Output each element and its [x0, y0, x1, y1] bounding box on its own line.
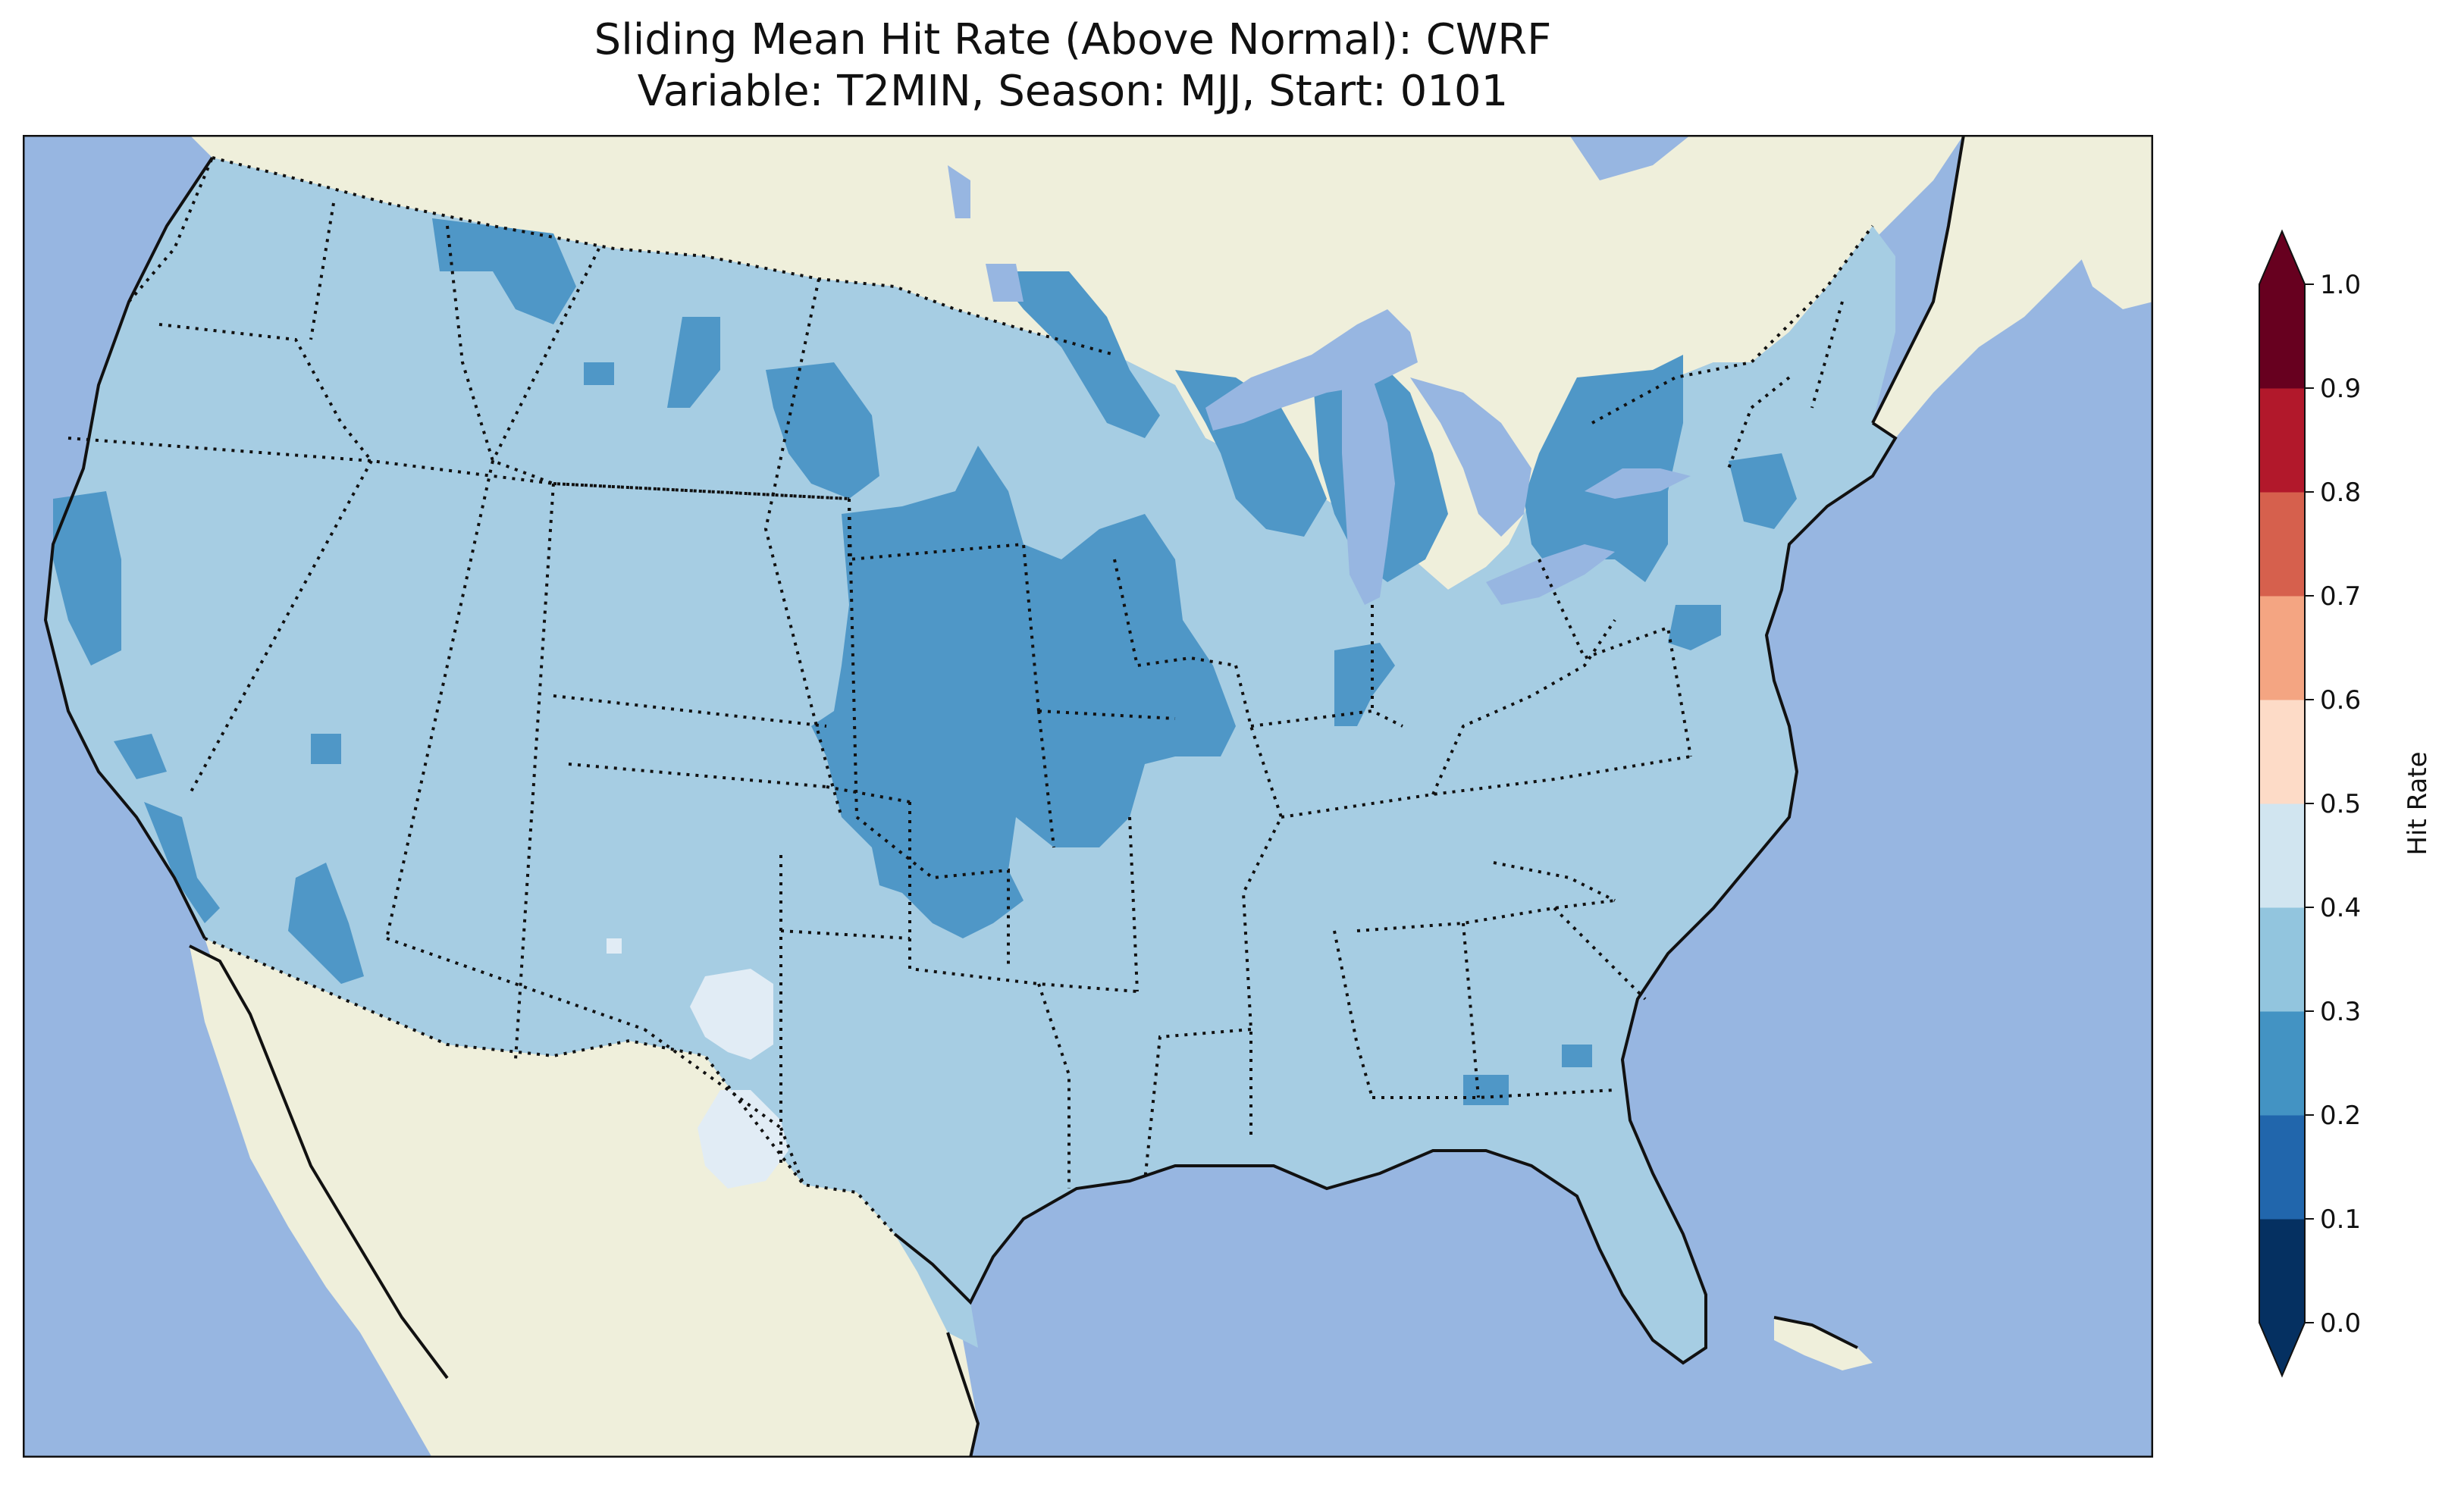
baja-land	[190, 946, 447, 1424]
colorbar-tick-label: 0.2	[2320, 1101, 2361, 1131]
colorbar-segment	[2259, 907, 2305, 1012]
hit-rate-0.4-0.5-regions	[607, 938, 788, 1189]
colorbar: 0.0 0.1 0.2 0.3 0.4 0.5 0.6 0.7 0.8 0.9 1.0 Hit Rat…	[2259, 229, 2433, 1378]
colorbar-segment	[2259, 596, 2305, 700]
state-borders	[67, 157, 1844, 1189]
colorbar-segment	[2259, 492, 2305, 597]
colorbar-segment	[2259, 284, 2305, 389]
map-panel	[23, 135, 2153, 1458]
colorbar-segment	[2259, 803, 2305, 908]
colorbar-segment	[2259, 1115, 2305, 1220]
colorbar-over-extension	[2259, 231, 2305, 284]
colorbar-tick-label: 0.5	[2320, 789, 2361, 819]
colorbar-segment	[2259, 388, 2305, 493]
colorbar-tick-label: 0.6	[2320, 685, 2361, 716]
colorbar-segment	[2259, 1011, 2305, 1116]
colorbar-tick-label: 0.4	[2320, 893, 2361, 923]
colorbar-tick-label: 0.9	[2320, 374, 2361, 404]
colorbar-tick-label: 0.0	[2320, 1308, 2361, 1339]
colorbar-segment	[2259, 1219, 2305, 1323]
colorbar-tick-label: 0.8	[2320, 478, 2361, 508]
colorbar-segment	[2259, 700, 2305, 804]
coastlines	[43, 135, 1965, 1458]
chart-title-line2: Variable: T2MIN, Season: MJJ, Start: 010…	[637, 67, 1509, 116]
chart-title-line1: Sliding Mean Hit Rate (Above Normal): CW…	[594, 15, 1552, 64]
colorbar-tick-label: 0.3	[2320, 997, 2361, 1027]
colorbar-tick-label: 0.1	[2320, 1204, 2361, 1235]
colorbar-title: Hit Rate	[2403, 751, 2433, 855]
map-frame	[23, 135, 2153, 1458]
colorbar-tick-label: 1.0	[2320, 270, 2361, 300]
newfoundland-land	[2070, 158, 2153, 309]
colorbar-tick-label: 0.7	[2320, 581, 2361, 612]
country-borders	[204, 156, 1874, 1236]
colorbar-under-extension	[2259, 1323, 2305, 1376]
cuba-land	[1774, 1317, 1873, 1370]
great-lakes	[948, 165, 1691, 605]
